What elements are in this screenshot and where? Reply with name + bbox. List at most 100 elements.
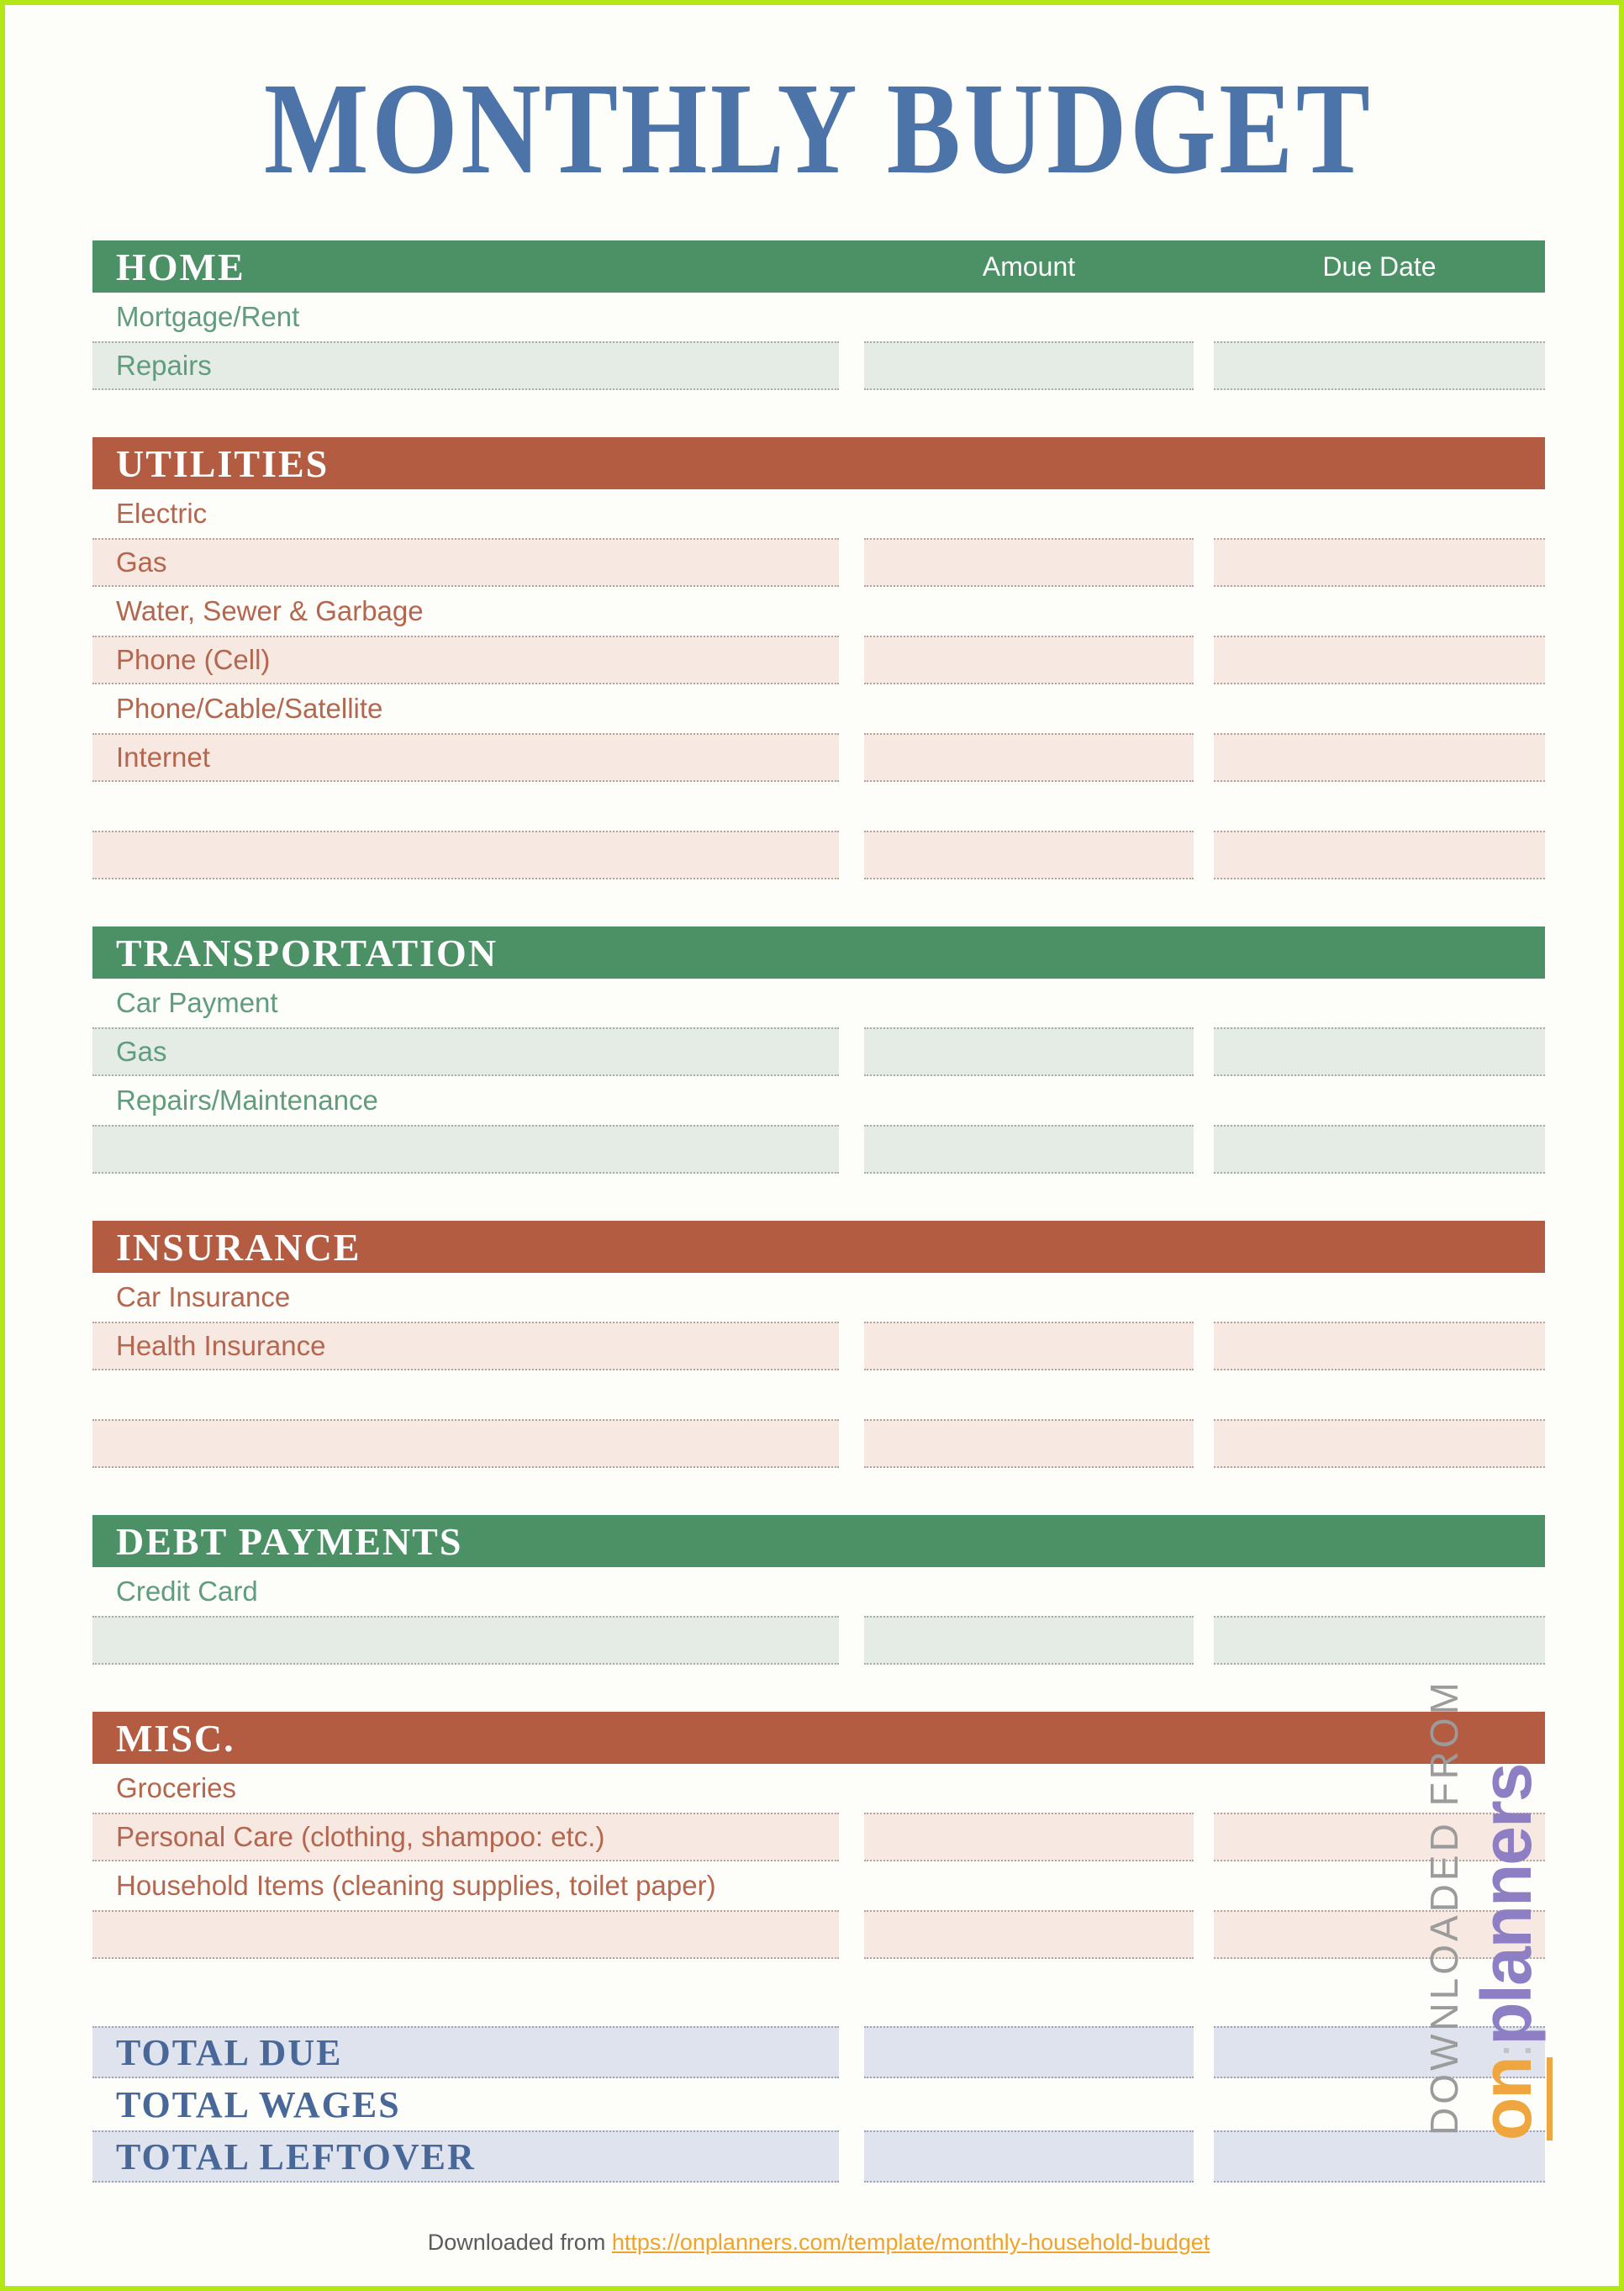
amount-cell[interactable]: [864, 1616, 1194, 1665]
due-date-cell[interactable]: [1214, 341, 1545, 390]
due-date-cell[interactable]: [1214, 1616, 1545, 1665]
section-transportation: TRANSPORTATION Car Payment Gas Repairs/Main…: [92, 926, 1545, 1174]
amount-cell[interactable]: [864, 1419, 1194, 1468]
budget-row-blank: [92, 831, 1545, 879]
amount-cell[interactable]: [864, 293, 1194, 341]
amount-cell[interactable]: [864, 636, 1194, 684]
amount-cell[interactable]: [864, 831, 1194, 879]
amount-cell[interactable]: [864, 587, 1194, 636]
due-date-cell[interactable]: [1214, 1370, 1545, 1419]
row-label-cell: Car Insurance: [116, 1281, 291, 1312]
row-label-cell[interactable]: [92, 782, 839, 831]
amount-cell[interactable]: [864, 489, 1194, 538]
totals-section: TOTAL DUE TOTAL WAGES TOTAL LEFTOVER: [92, 2026, 1545, 2183]
section-title: DEBT PAYMENTS: [116, 1519, 463, 1563]
amount-cell[interactable]: [864, 1125, 1194, 1174]
budget-row: Water, Sewer & Garbage: [92, 587, 1545, 636]
budget-row: Electric: [92, 489, 1545, 538]
section-title: MISC.: [116, 1716, 235, 1760]
amount-cell[interactable]: [864, 1764, 1194, 1813]
due-date-cell[interactable]: [1214, 1076, 1545, 1125]
row-label-cell[interactable]: [92, 1370, 839, 1419]
budget-row: Gas: [92, 538, 1545, 587]
section-header-utilities: UTILITIES: [92, 437, 1545, 489]
amount-cell[interactable]: [864, 1567, 1194, 1616]
due-date-cell[interactable]: [1214, 782, 1545, 831]
total-due-date-cell[interactable]: [1214, 2078, 1545, 2130]
total-amount-cell[interactable]: [864, 2026, 1194, 2078]
total-due-date-cell[interactable]: [1214, 2130, 1545, 2183]
row-label-cell: Credit Card: [116, 1576, 258, 1607]
row-label-cell[interactable]: [92, 831, 839, 879]
amount-cell[interactable]: [864, 1910, 1194, 1959]
due-date-cell[interactable]: [1214, 1910, 1545, 1959]
amount-cell[interactable]: [864, 1273, 1194, 1322]
row-label-cell[interactable]: [92, 1616, 839, 1665]
total-amount-cell[interactable]: [864, 2078, 1194, 2130]
amount-cell[interactable]: [864, 782, 1194, 831]
due-date-cell[interactable]: [1214, 1764, 1545, 1813]
amount-cell[interactable]: [864, 1813, 1194, 1861]
section-title: TRANSPORTATION: [116, 931, 498, 974]
section-title: HOME: [116, 245, 245, 288]
budget-row-blank: [92, 1910, 1545, 1959]
section-header-insurance: INSURANCE: [92, 1221, 1545, 1273]
due-date-cell[interactable]: [1214, 1125, 1545, 1174]
due-date-cell[interactable]: [1214, 1567, 1545, 1616]
total-row: TOTAL LEFTOVER: [92, 2130, 1545, 2183]
due-date-cell[interactable]: [1214, 1273, 1545, 1322]
section-insurance: INSURANCE Car Insurance Health Insurance: [92, 1221, 1545, 1468]
due-date-cell[interactable]: [1214, 293, 1545, 341]
total-label-cell: TOTAL WAGES: [116, 2083, 401, 2125]
budget-row: Gas: [92, 1027, 1545, 1076]
total-due-date-cell[interactable]: [1214, 2026, 1545, 2078]
row-label-cell: Repairs: [92, 341, 839, 390]
due-date-cell[interactable]: [1214, 733, 1545, 782]
row-label-cell[interactable]: [92, 1419, 839, 1468]
budget-row: Phone/Cable/Satellite: [92, 684, 1545, 733]
amount-cell[interactable]: [864, 1861, 1194, 1910]
amount-cell[interactable]: [864, 1370, 1194, 1419]
amount-cell[interactable]: [864, 733, 1194, 782]
section-debt-payments: DEBT PAYMENTS Credit Card: [92, 1515, 1545, 1665]
total-row: TOTAL WAGES: [92, 2078, 1545, 2130]
budget-row: Groceries: [92, 1764, 1545, 1813]
amount-cell[interactable]: [864, 538, 1194, 587]
amount-cell[interactable]: [864, 684, 1194, 733]
due-date-cell[interactable]: [1214, 831, 1545, 879]
due-date-cell[interactable]: [1214, 979, 1545, 1027]
amount-cell[interactable]: [864, 1027, 1194, 1076]
amount-cell[interactable]: [864, 1076, 1194, 1125]
due-date-cell[interactable]: [1214, 1419, 1545, 1468]
budget-row-blank: [92, 1616, 1545, 1665]
due-date-cell[interactable]: [1214, 636, 1545, 684]
row-label-cell[interactable]: [92, 1910, 839, 1959]
budget-row-blank: [92, 1125, 1545, 1174]
due-date-cell[interactable]: [1214, 1861, 1545, 1910]
section-home: HOME Amount Due Date Mortgage/Rent Repairs: [92, 240, 1545, 390]
row-label-cell: Household Items (cleaning supplies, toil…: [116, 1870, 716, 1901]
footer-link[interactable]: https://onplanners.com/template/monthly-…: [611, 2230, 1210, 2255]
amount-cell[interactable]: [864, 1322, 1194, 1370]
due-date-cell[interactable]: [1214, 1027, 1545, 1076]
amount-cell[interactable]: [864, 341, 1194, 390]
budget-row: Phone (Cell): [92, 636, 1545, 684]
due-date-cell[interactable]: [1214, 587, 1545, 636]
due-date-cell[interactable]: [1214, 684, 1545, 733]
due-date-cell[interactable]: [1214, 489, 1545, 538]
due-date-cell[interactable]: [1214, 1813, 1545, 1861]
row-label-cell: Mortgage/Rent: [116, 301, 300, 332]
row-label-cell: Gas: [92, 1027, 839, 1076]
section-title: INSURANCE: [116, 1225, 361, 1269]
budget-row-blank: [92, 1370, 1545, 1419]
row-label-cell[interactable]: [92, 1125, 839, 1174]
row-label-cell: Water, Sewer & Garbage: [116, 595, 424, 626]
total-label-cell: TOTAL DUE: [92, 2026, 839, 2078]
amount-cell[interactable]: [864, 979, 1194, 1027]
total-amount-cell[interactable]: [864, 2130, 1194, 2183]
due-date-cell[interactable]: [1214, 538, 1545, 587]
budget-row: Mortgage/Rent: [92, 293, 1545, 341]
due-date-cell[interactable]: [1214, 1322, 1545, 1370]
row-label-cell: Health Insurance: [92, 1322, 839, 1370]
